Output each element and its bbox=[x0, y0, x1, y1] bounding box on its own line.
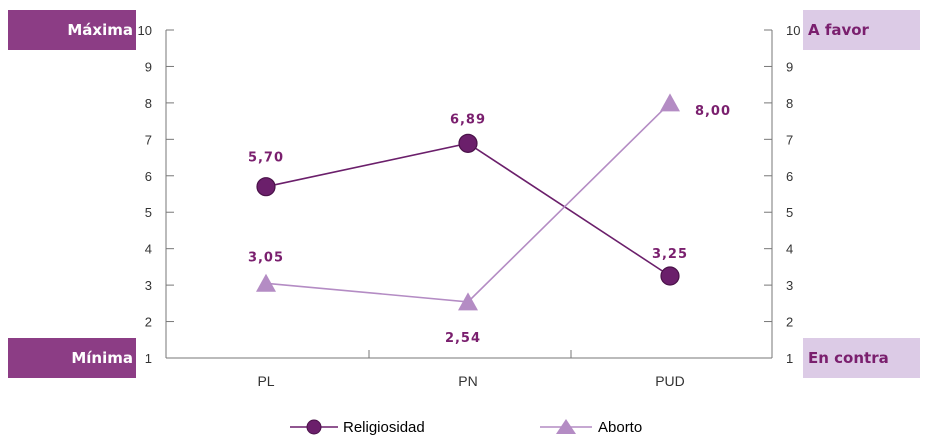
right-tick-label-5: 5 bbox=[786, 205, 793, 220]
legend: Religiosidad Aborto bbox=[290, 419, 642, 436]
data-label-religiosidad-PN: 6,89 bbox=[450, 112, 486, 127]
left-tick-label-5: 5 bbox=[145, 205, 152, 220]
right-tick-label-4: 4 bbox=[786, 242, 793, 257]
left-tick-label-2: 2 bbox=[145, 315, 152, 330]
axis-min-box: Mínima bbox=[8, 338, 136, 378]
right-tick-label-1: 1 bbox=[786, 351, 793, 366]
right-tick-label-2: 2 bbox=[786, 315, 793, 330]
legend-marker-religiosidad bbox=[306, 419, 322, 435]
data-label-religiosidad-PL: 5,70 bbox=[248, 151, 284, 166]
series-group: 5,70 6,89 3,25 3,05 2,54 8,00 bbox=[248, 93, 731, 346]
point-aborto-PUD bbox=[660, 93, 680, 112]
point-aborto-PN bbox=[458, 292, 478, 311]
point-religiosidad-PL bbox=[256, 177, 276, 197]
left-tick-label-7: 7 bbox=[145, 132, 152, 147]
right-tick-label-9: 9 bbox=[786, 59, 793, 74]
axis-contra-label: En contra bbox=[808, 349, 889, 367]
left-tick-label-10: 10 bbox=[138, 23, 152, 38]
right-tick-label-10: 10 bbox=[786, 23, 800, 38]
data-label-aborto-PL: 3,05 bbox=[248, 250, 284, 265]
left-tick-label-6: 6 bbox=[145, 169, 152, 184]
axes: 1 1 2 2 3 3 4 4 5 5 6 6 7 7 8 8 9 9 10 10 PL PN PUD bbox=[138, 23, 801, 389]
right-tick-label-7: 7 bbox=[786, 132, 793, 147]
data-label-aborto-PN: 2,54 bbox=[445, 331, 481, 346]
data-label-aborto-PUD: 8,00 bbox=[695, 104, 731, 119]
point-aborto-PL bbox=[256, 273, 276, 292]
x-category-label-PL: PL bbox=[257, 373, 274, 389]
legend-marker-aborto bbox=[556, 419, 576, 434]
axis-max-label: Máxima bbox=[67, 21, 133, 39]
x-category-label-PN: PN bbox=[458, 373, 477, 389]
legend-label-aborto: Aborto bbox=[598, 419, 642, 436]
left-tick-label-3: 3 bbox=[145, 278, 152, 293]
point-religiosidad-PUD bbox=[660, 266, 680, 286]
series-line-aborto bbox=[265, 102, 671, 303]
left-tick-label-1: 1 bbox=[145, 351, 152, 366]
right-tick-label-8: 8 bbox=[786, 96, 793, 111]
axis-favor-label: A favor bbox=[808, 21, 869, 39]
x-category-label-PUD: PUD bbox=[655, 373, 685, 389]
axis-contra-box: En contra bbox=[803, 338, 920, 378]
right-tick-label-3: 3 bbox=[786, 278, 793, 293]
left-tick-label-4: 4 bbox=[145, 242, 152, 257]
axis-min-label: Mínima bbox=[71, 349, 133, 367]
axis-favor-box: A favor bbox=[803, 10, 920, 50]
data-label-religiosidad-PUD: 3,25 bbox=[652, 247, 688, 262]
legend-label-religiosidad: Religiosidad bbox=[343, 419, 425, 436]
axis-max-box: Máxima bbox=[8, 10, 136, 50]
right-tick-label-6: 6 bbox=[786, 169, 793, 184]
point-religiosidad-PN bbox=[458, 133, 478, 153]
left-tick-label-8: 8 bbox=[145, 96, 152, 111]
left-tick-label-9: 9 bbox=[145, 59, 152, 74]
